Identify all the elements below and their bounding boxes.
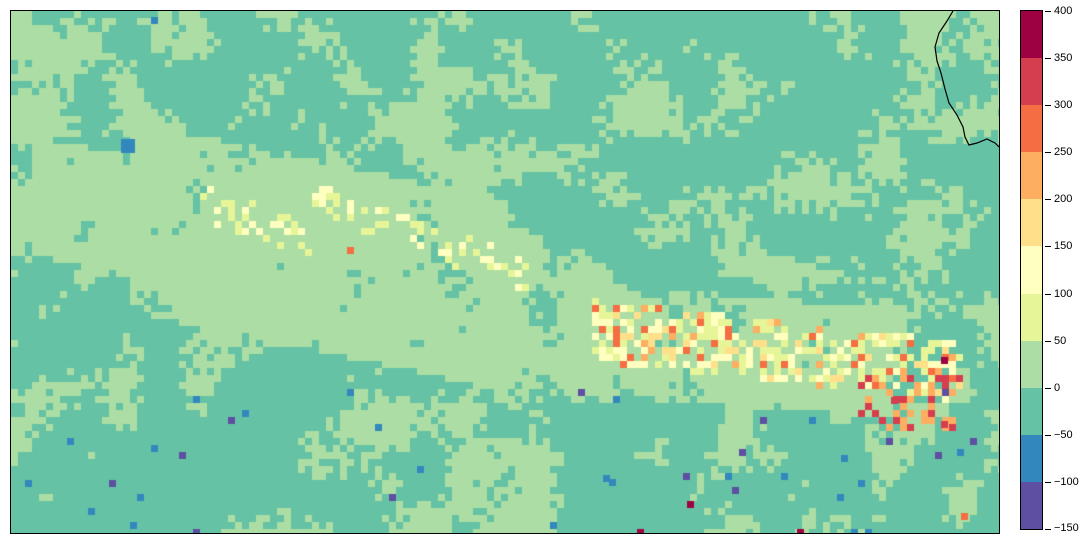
colorbar-tick <box>1045 529 1051 530</box>
colorbar-label: 400 <box>1054 5 1073 17</box>
colorbar-bin <box>1021 199 1042 247</box>
colorbar-label: −100 <box>1054 475 1079 488</box>
colorbar-label: −50 <box>1054 428 1073 441</box>
colorbar-bin <box>1021 434 1042 483</box>
colorbar-label: −150 <box>1054 522 1079 534</box>
colorbar-bin <box>1021 481 1042 530</box>
boundary-path <box>934 11 999 148</box>
colorbar-label: 300 <box>1054 99 1073 112</box>
colorbar-label: 0 <box>1054 381 1061 394</box>
colorbar-bin <box>1021 340 1042 389</box>
colorbar-label: 350 <box>1054 52 1073 65</box>
colorbar-tick <box>1045 199 1051 201</box>
colorbar-label: 150 <box>1054 240 1073 253</box>
colorbar-bin <box>1021 387 1042 436</box>
colorbar-tick <box>1045 340 1051 342</box>
colorbar-bin <box>1021 246 1042 295</box>
colorbar-label: 100 <box>1054 287 1073 300</box>
colorbar-bin <box>1021 11 1042 59</box>
colorbar-tick <box>1045 105 1051 107</box>
gridded-anomaly-field <box>11 11 999 533</box>
colorbar-tick <box>1045 434 1051 436</box>
map-panel <box>10 10 1000 534</box>
colorbar-bin <box>1021 58 1042 106</box>
colorbar-label: 200 <box>1054 193 1073 206</box>
colorbar-tick <box>1045 481 1051 483</box>
colorbar-tick <box>1045 246 1051 248</box>
colorbar-tick <box>1045 11 1051 12</box>
colorbar-bin <box>1021 105 1042 153</box>
colorbar-tick <box>1045 293 1051 295</box>
colorbar-label: 250 <box>1054 146 1073 159</box>
country-border-line <box>934 11 999 148</box>
colorbar-tick <box>1045 152 1051 154</box>
colorbar-bin <box>1021 152 1042 200</box>
colorbar-tick <box>1045 58 1051 60</box>
colorbar-bin <box>1021 293 1042 342</box>
colorbar <box>1020 10 1043 530</box>
colorbar-tick <box>1045 387 1051 389</box>
colorbar-label: 50 <box>1054 334 1067 347</box>
